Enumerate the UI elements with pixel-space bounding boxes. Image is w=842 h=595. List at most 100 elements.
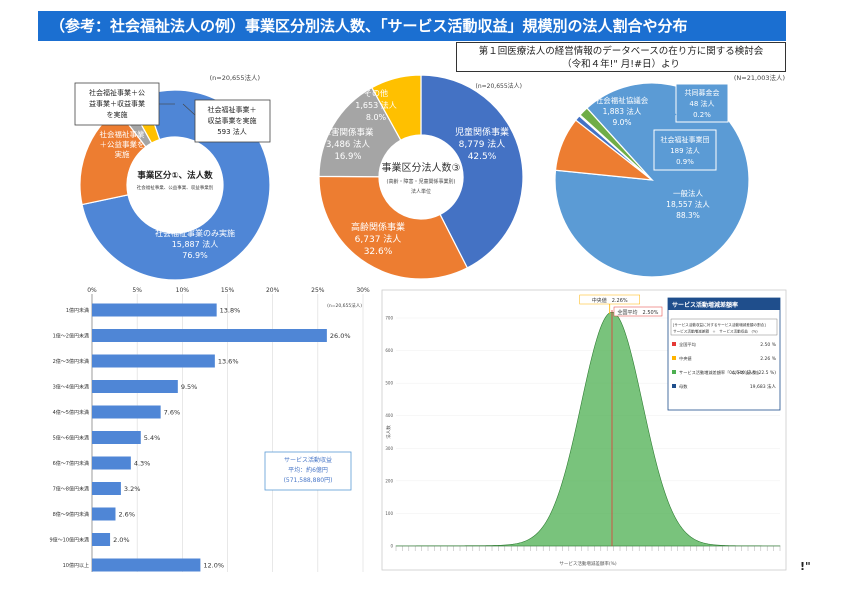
- hist-mean-box: [613, 306, 663, 317]
- pie3-slice-label: 48 法人: [689, 99, 714, 108]
- pie1-slice-label: 15,887 法人: [172, 239, 219, 249]
- hist-y-tick: 200: [385, 478, 393, 483]
- hist-legend-swatch: [672, 342, 676, 346]
- pie1-center-title: 事業区分①、法人数: [137, 170, 213, 181]
- pie1-slice-label: 76.9%: [182, 251, 208, 260]
- bar-value-label: 2.0%: [113, 536, 130, 544]
- pie2-slice-label: 障害関係事業: [322, 127, 374, 138]
- hist-mean-label: 全国平均 2.50%: [618, 309, 659, 316]
- pie3-note: (N=21,003法人): [734, 73, 785, 82]
- bar-x-tick: 5%: [132, 287, 142, 294]
- bar: [92, 558, 201, 572]
- bar: [92, 303, 217, 317]
- hist-y-tick: 100: [385, 511, 393, 516]
- hist-legend-formula-box: [670, 318, 778, 336]
- bar: [92, 354, 215, 368]
- bar-value-label: 5.4%: [144, 434, 161, 442]
- pie1-slice-label: 社会福祉事業: [100, 129, 145, 139]
- pie1-hole: [127, 137, 223, 233]
- source-note: 第１回医療法人の経営情報のデータベースの在り方に関する検討会 （令和４年!" 月…: [456, 42, 786, 72]
- hist-median-box: [579, 294, 640, 305]
- pie3-slice-label: 326 法人: [533, 97, 565, 107]
- pie3-slice-label: 一般法人: [673, 188, 703, 198]
- bar-value-label: 3.2%: [124, 485, 141, 493]
- hist-legend-value: 4,640 法人 (22.5 %): [732, 369, 776, 376]
- hist-legend-title: サービス活動増減差額率: [672, 301, 738, 309]
- hist-y-tick: 0: [390, 544, 393, 549]
- hist-legend-key: 全国平均: [679, 341, 696, 348]
- pie2-slice-label: 1,653 法人: [355, 100, 396, 110]
- pie3-callout-box: [653, 129, 717, 171]
- pie3-slice-label: 社会福祉事業団: [661, 135, 710, 144]
- bar-value-label: 2.6%: [118, 511, 135, 519]
- bar: [92, 329, 327, 342]
- pie1-center-sub: 社会福祉事業、公益事業、収益事業別: [137, 184, 214, 191]
- hist-y-tick: 500: [385, 381, 393, 386]
- pie3-slice-label: 1,883 法人: [603, 106, 642, 116]
- hist-legend-formula: サービス活動増減差額 ÷ サービス活動収益 (%): [673, 329, 758, 334]
- bar-annotation-text: サービス活動収益: [284, 456, 332, 464]
- hist-median-label: 中央値 2.26%: [592, 297, 628, 304]
- pie1-slice-label: 社会福祉事業＋公: [89, 88, 145, 97]
- bar-category-label: 1億～2億円未満: [53, 333, 89, 340]
- bar-value-label: 9.5%: [181, 383, 198, 391]
- pie2-slice-label: 高齢関係事業: [351, 221, 405, 233]
- bar-annotation-text: (571,588,880円): [284, 477, 333, 484]
- pie3-slice-label: 社会福祉協議会: [596, 95, 649, 105]
- source-line-1: 第１回医療法人の経営情報のデータベースの在り方に関する検討会: [478, 46, 764, 57]
- pie3-callout-line: [656, 83, 677, 116]
- bar-x-tick: 30%: [356, 287, 370, 294]
- pie3-slice-label: 0.2%: [693, 111, 711, 119]
- bar-category-label: 9億～10億円未満: [49, 537, 89, 544]
- bar: [92, 431, 141, 444]
- pie2-center-sub2: 法人単位: [411, 188, 431, 195]
- hist-y-tick: 400: [385, 413, 393, 418]
- bar-x-tick: 10%: [176, 287, 190, 294]
- bar-category-label: 5億～6億円未満: [53, 435, 89, 442]
- pie1-slice-label: ＋公益事業を: [100, 139, 145, 149]
- bar: [92, 533, 111, 546]
- pie2-slice-label: 8.0%: [366, 113, 387, 122]
- bar: [92, 405, 161, 419]
- bar-x-tick: 15%: [221, 287, 235, 294]
- hist-legend-value: 19,683 法人: [750, 383, 777, 390]
- hist-y-label: 法人数: [385, 425, 392, 439]
- bar-note: (n=20,655法人): [327, 302, 362, 309]
- page-title: （参考：社会福祉法人の例）事業区分別法人数、「サービス活動収益」規模別の法人割合…: [38, 11, 786, 41]
- hist-y-tick: 300: [385, 446, 393, 451]
- hist-legend-formula: [サービス活動収益に対するサービス活動増減差額の割合]: [673, 322, 766, 327]
- bar-value-label: 7.6%: [164, 409, 181, 417]
- hist-legend-swatch: [672, 356, 676, 360]
- pie2-slice-label: 6,737 法人: [355, 233, 402, 245]
- hist-x-label: サービス活動増減差額率(%): [559, 560, 617, 567]
- bar-annotation-text: 平均：約6億円: [288, 466, 328, 474]
- hist-legend-value: 2.50 %: [760, 342, 776, 348]
- bar-value-label: 26.0%: [330, 332, 351, 340]
- bar-category-label: 4億～5億円未満: [53, 409, 89, 416]
- bar-annotation-box: [264, 451, 352, 491]
- bar-category-label: 1億円未満: [66, 307, 89, 314]
- pie2-slice-label: 8,779 法人: [459, 138, 506, 150]
- hist-legend-key: 母数: [679, 383, 688, 390]
- pie3-slice-label: 共同募金会: [685, 88, 720, 97]
- bar: [92, 507, 116, 521]
- pie2-slice-label: 32.6%: [364, 247, 393, 257]
- bar-category-label: 6億～7億円未満: [53, 460, 89, 467]
- pie3-callout-box: [675, 83, 729, 123]
- pie1-slice-label: 実施: [115, 149, 130, 159]
- pie1-callout-box: [194, 99, 271, 143]
- pie3-slice-label: 1.6%: [539, 109, 558, 118]
- pie2-slice-label: 16.9%: [334, 152, 361, 162]
- pie2-slice-label: 児童関係事業: [455, 126, 509, 138]
- pie1-slice-label: 社会福祉事業＋: [208, 105, 257, 114]
- bar-category-label: 8億～9億円未満: [53, 511, 89, 518]
- pie3-slice-label: 88.3%: [676, 211, 700, 220]
- hist-legend-key: サービス活動増減差額率「0以下の法人数」: [679, 369, 761, 376]
- pie1-slice-label: 収益事業を実施: [208, 116, 257, 125]
- pie3-slice-label: 18,557 法人: [666, 199, 710, 209]
- footer-mark: !": [800, 560, 811, 573]
- bar-category-label: 7億～8億円未満: [53, 486, 89, 493]
- bar-value-label: 13.8%: [220, 307, 241, 315]
- bar: [92, 456, 131, 470]
